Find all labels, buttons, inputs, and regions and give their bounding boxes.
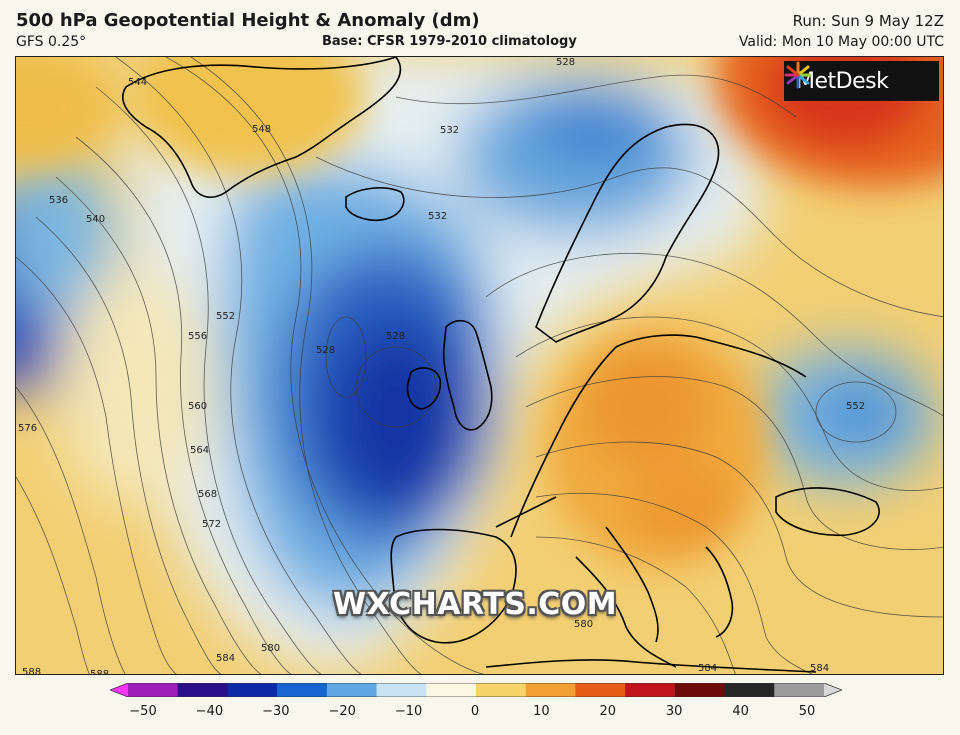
colorbar-cell <box>724 683 775 697</box>
colorbar-cell <box>277 683 328 697</box>
scandinavia-coast <box>535 123 720 343</box>
contour-label: 580 <box>261 643 280 654</box>
contour-label: 532 <box>440 125 459 136</box>
contour-label: 560 <box>188 401 207 412</box>
north-africa-coast <box>485 659 817 673</box>
colorbar-tick-label: 40 <box>732 704 749 719</box>
anomaly-warm-shading <box>16 57 943 567</box>
contour-label: 528 <box>386 331 405 342</box>
colorbar-tick-label: −40 <box>195 704 224 719</box>
great-britain-coast <box>442 319 493 431</box>
valid-time-label: Valid: Mon 10 May 00:00 UTC <box>738 34 944 50</box>
contour-label: 588 <box>90 669 109 675</box>
coastlines <box>122 57 880 673</box>
greenland-coast <box>122 57 402 198</box>
contour-label: 568 <box>198 489 217 500</box>
colorbar-tick-label: 30 <box>665 704 683 719</box>
contour-label: 572 <box>202 519 221 530</box>
wxcharts-watermark: WXCHARTS.COM <box>333 587 618 622</box>
colorbar-tick-label: −50 <box>129 704 157 719</box>
contour-label: 536 <box>49 195 68 206</box>
contour-label: 532 <box>428 211 447 222</box>
contour-label: 580 <box>574 619 593 630</box>
greece-coast <box>705 546 734 638</box>
colorbar-tick-label: 0 <box>470 704 480 719</box>
metdesk-logo-text: MetDesk <box>796 68 889 94</box>
colorbar-cell <box>376 683 427 697</box>
contour-labels: 544 548 536 540 528 532 532 528 528 552 … <box>18 57 871 675</box>
colorbar-cell <box>426 683 477 697</box>
anomaly-map: 544 548 536 540 528 532 532 528 528 552 … <box>16 57 943 675</box>
colorbar-tick-label: −30 <box>262 704 290 719</box>
contour-label: 584 <box>216 653 235 664</box>
colorbar-cell <box>625 683 676 697</box>
contour-label: 556 <box>188 331 207 342</box>
colorbar-cell <box>326 683 378 697</box>
anomaly-colorbar <box>110 683 842 697</box>
colorbar-max-triangle <box>824 683 842 697</box>
contour-label: 564 <box>190 445 209 456</box>
contour-label: 576 <box>18 423 37 434</box>
contour-label: 528 <box>316 345 335 356</box>
contour-label: 588 <box>22 667 41 675</box>
iceland-coast <box>345 187 405 222</box>
colorbar-cell <box>227 683 278 697</box>
contour-label: 552 <box>216 311 235 322</box>
colorbar-tick-label: 10 <box>533 704 550 719</box>
colorbar-cell <box>575 683 626 697</box>
colorbar-tick-label: 20 <box>599 704 617 719</box>
contour-label: 552 <box>846 401 865 412</box>
iberia-coast <box>390 528 517 644</box>
contour-label: 540 <box>86 214 105 225</box>
climatology-base-label: Base: CFSR 1979-2010 climatology <box>322 34 577 49</box>
colorbar-cell <box>774 683 825 697</box>
contour-label: 544 <box>128 77 147 88</box>
colorbar-cell <box>128 683 179 697</box>
contour-label: 584 <box>810 663 829 674</box>
ireland-coast <box>406 367 442 410</box>
colorbar-tick-label: −20 <box>328 704 356 719</box>
italy-coast <box>605 526 659 643</box>
europe-coast <box>495 334 807 668</box>
colorbar-cell <box>476 683 527 697</box>
contour-label: 584 <box>698 663 717 674</box>
colorbar-tick-label: −10 <box>394 704 423 719</box>
model-label: GFS 0.25° <box>16 34 87 50</box>
contour-label: 528 <box>556 57 575 68</box>
colorbar-cell <box>525 683 577 697</box>
map-panel: 544 548 536 540 528 532 532 528 528 552 … <box>15 56 944 675</box>
metdesk-logo: MetDesk <box>784 61 939 101</box>
colorbar-cell <box>674 683 726 697</box>
colorbar-cell <box>177 683 229 697</box>
page-title: 500 hPa Geopotential Height & Anomaly (d… <box>16 10 480 31</box>
colorbar-min-triangle <box>110 683 128 697</box>
black-sea-coast <box>775 487 880 537</box>
run-time-label: Run: Sun 9 May 12Z <box>792 12 944 30</box>
contour-label: 548 <box>252 124 271 135</box>
colorbar-tick-label: 50 <box>798 704 816 719</box>
metdesk-logo-icon <box>784 61 812 89</box>
